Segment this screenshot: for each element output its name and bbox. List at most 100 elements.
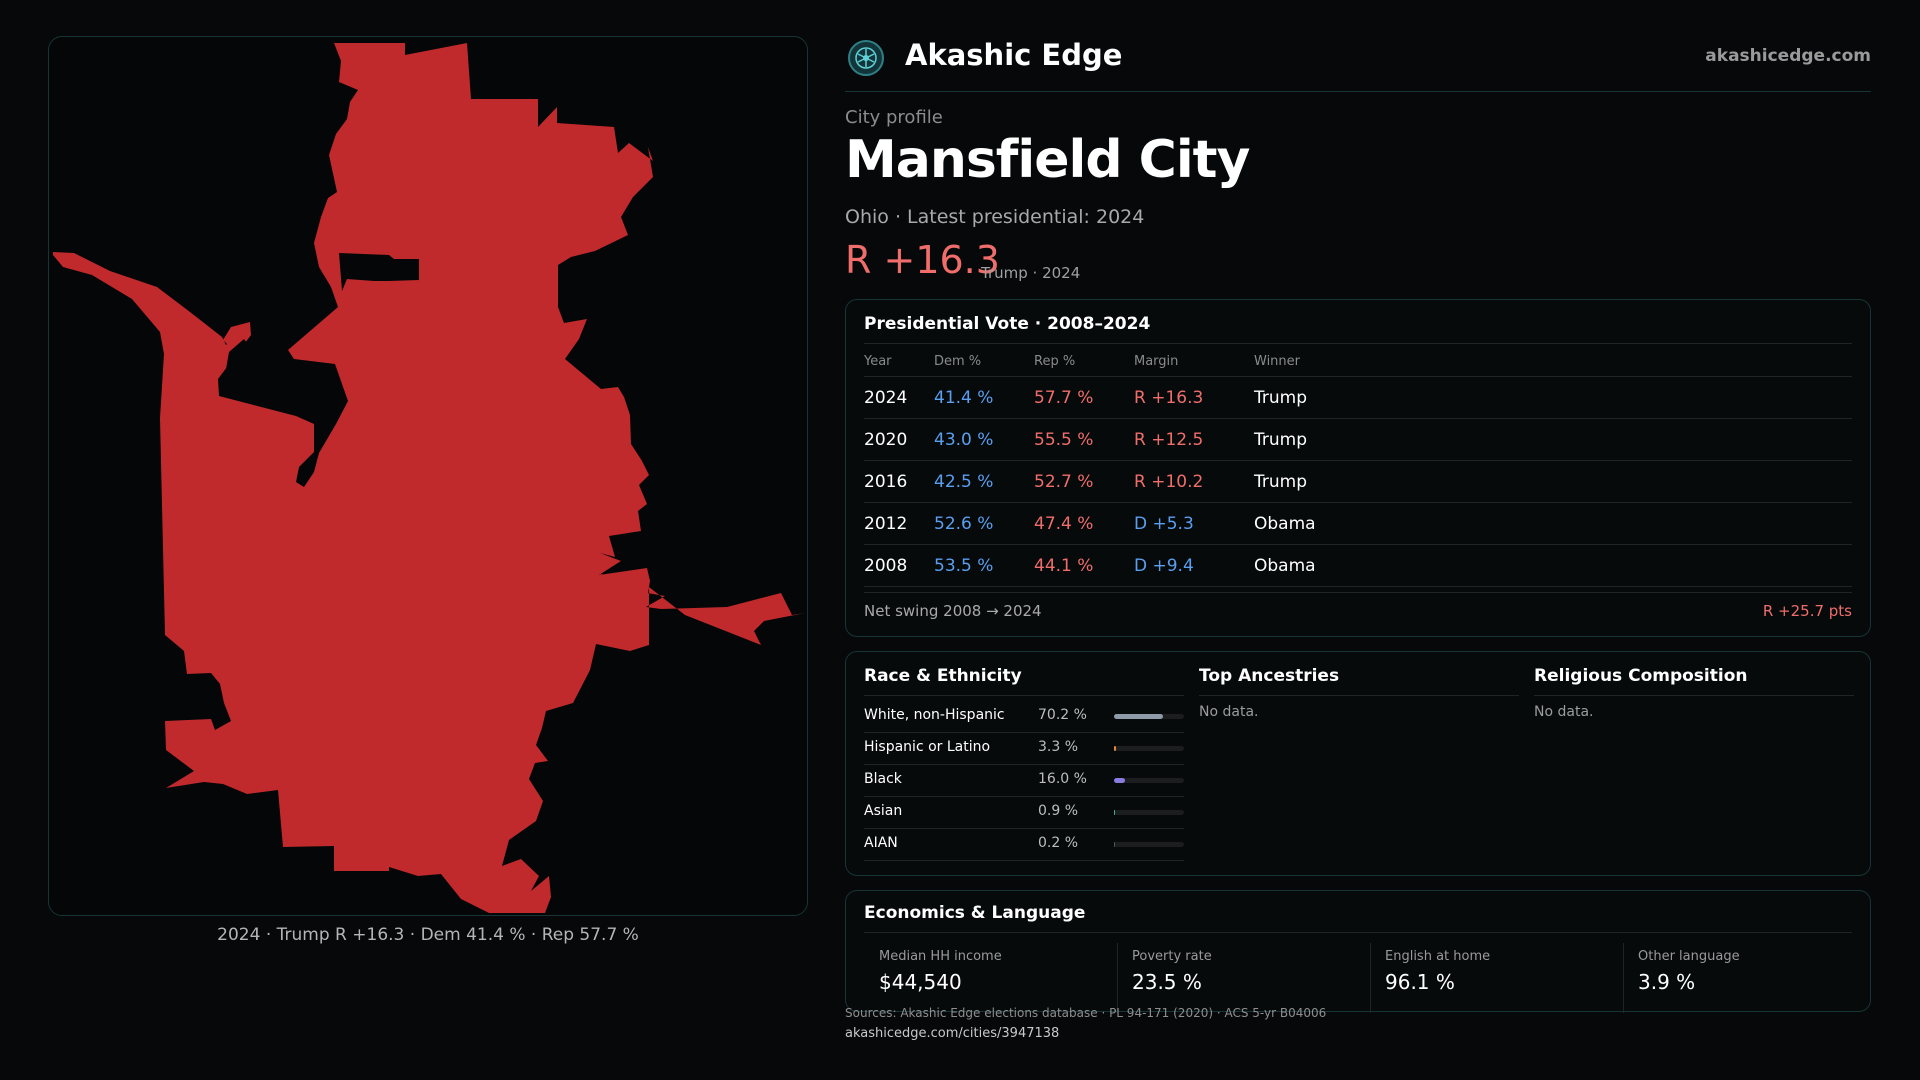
race-row-white: White, non-Hispanic 70.2 % <box>864 700 1184 733</box>
header-year: Year <box>864 354 892 369</box>
row-winner: Trump <box>1254 388 1308 408</box>
race-label: Black <box>864 771 902 787</box>
race-value: 70.2 % <box>1038 707 1087 723</box>
row-year: 2024 <box>864 388 908 408</box>
table-row: 2016 42.5 % 52.7 % R +10.2 Trump <box>864 461 1852 503</box>
row-rep: 47.4 % <box>1034 514 1094 534</box>
sources-url-link[interactable]: akashicedge.com/cities/3947138 <box>845 1026 1060 1041</box>
row-rep: 52.7 % <box>1034 472 1094 492</box>
row-year: 2016 <box>864 472 908 492</box>
row-margin: D +5.3 <box>1134 514 1194 534</box>
row-winner: Trump <box>1254 430 1308 450</box>
row-year: 2008 <box>864 556 908 576</box>
row-winner: Obama <box>1254 514 1316 534</box>
row-dem: 43.0 % <box>934 430 994 450</box>
race-row-aian: AIAN 0.2 % <box>864 828 1184 861</box>
net-swing-value: R +25.7 pts <box>1762 602 1852 620</box>
race-divider <box>864 695 1184 696</box>
map-caption: 2024 · Trump R +16.3 · Dem 41.4 % · Rep … <box>217 925 639 945</box>
race-label: Asian <box>864 803 903 819</box>
row-dem: 52.6 % <box>934 514 994 534</box>
row-year: 2012 <box>864 514 908 534</box>
row-margin: R +16.3 <box>1134 388 1204 408</box>
row-dem: 41.4 % <box>934 388 994 408</box>
race-value: 0.2 % <box>1038 835 1079 851</box>
econ-label: English at home <box>1385 949 1491 964</box>
econ-value: 3.9 % <box>1638 970 1696 994</box>
header-rep: Rep % <box>1034 354 1076 369</box>
table-row: 2020 43.0 % 55.5 % R +12.5 Trump <box>864 419 1852 461</box>
econ-value: 23.5 % <box>1132 970 1202 994</box>
row-margin: R +10.2 <box>1134 472 1204 492</box>
header-divider <box>845 91 1871 92</box>
row-rep: 44.1 % <box>1034 556 1094 576</box>
row-rep: 57.7 % <box>1034 388 1094 408</box>
race-title: Race & Ethnicity <box>864 666 1022 686</box>
header-winner: Winner <box>1254 354 1301 369</box>
vote-card-divider <box>864 343 1852 344</box>
headline-margin: R +16.3 <box>845 238 1000 282</box>
net-swing-divider <box>864 592 1852 593</box>
race-bar-fill <box>1114 778 1126 783</box>
race-value: 0.9 % <box>1038 803 1079 819</box>
demographics-card: Race & Ethnicity White, non-Hispanic 70.… <box>845 651 1871 876</box>
race-bar-track <box>1114 714 1184 719</box>
religion-empty: No data. <box>1534 704 1594 720</box>
headline-margin-note: Trump · 2024 <box>981 264 1081 282</box>
ancestries-empty: No data. <box>1199 704 1259 720</box>
econ-label: Other language <box>1638 949 1740 964</box>
race-label: Hispanic or Latino <box>864 739 991 755</box>
race-row-black: Black 16.0 % <box>864 764 1184 797</box>
header-margin: Margin <box>1134 354 1179 369</box>
vote-table: Year Dem % Rep % Margin Winner 2024 41.4… <box>864 350 1852 587</box>
race-row-hispanic: Hispanic or Latino 3.3 % <box>864 732 1184 765</box>
row-dem: 42.5 % <box>934 472 994 492</box>
page-subtitle: Ohio · Latest presidential: 2024 <box>845 206 1145 228</box>
econ-value: $44,540 <box>879 970 962 994</box>
race-value: 3.3 % <box>1038 739 1079 755</box>
race-row-asian: Asian 0.9 % <box>864 796 1184 829</box>
race-value: 16.0 % <box>1038 771 1087 787</box>
brand-name: Akashic Edge <box>905 38 1123 72</box>
race-bar-fill <box>1114 842 1116 847</box>
race-bar-fill <box>1114 810 1116 815</box>
table-row: 2012 52.6 % 47.4 % D +5.3 Obama <box>864 503 1852 545</box>
economics-card: Economics & Language Median HH income $4… <box>845 890 1871 1013</box>
row-rep: 55.5 % <box>1034 430 1094 450</box>
religion-divider <box>1534 695 1854 696</box>
econ-english-at-home: English at home 96.1 % <box>1385 949 1625 994</box>
header-dem: Dem % <box>934 354 982 369</box>
sources-note: Sources: Akashic Edge elections database… <box>845 1006 1327 1020</box>
city-boundary-shape <box>53 43 805 913</box>
race-label: AIAN <box>864 835 898 851</box>
row-margin: R +12.5 <box>1134 430 1204 450</box>
race-label: White, non-Hispanic <box>864 707 1005 723</box>
table-row: 2024 41.4 % 57.7 % R +16.3 Trump <box>864 377 1852 419</box>
row-dem: 53.5 % <box>934 556 994 576</box>
race-bar-track <box>1114 810 1184 815</box>
race-bar-track <box>1114 778 1184 783</box>
page-title: Mansfield City <box>845 130 1250 190</box>
row-year: 2020 <box>864 430 908 450</box>
race-bar-fill <box>1114 714 1164 719</box>
econ-median-income: Median HH income $44,540 <box>879 949 1119 994</box>
net-swing-label: Net swing 2008 → 2024 <box>864 602 1042 620</box>
presidential-vote-card: Presidential Vote · 2008–2024 Year Dem %… <box>845 299 1871 637</box>
row-winner: Trump <box>1254 472 1308 492</box>
page-eyebrow: City profile <box>845 107 943 128</box>
city-boundary-map[interactable] <box>48 36 808 916</box>
ancestries-title: Top Ancestries <box>1199 666 1340 686</box>
table-row: 2008 53.5 % 44.1 % D +9.4 Obama <box>864 545 1852 587</box>
brand-url-link[interactable]: akashicedge.com <box>1705 46 1871 66</box>
vote-table-header: Year Dem % Rep % Margin Winner <box>864 350 1852 377</box>
econ-label: Poverty rate <box>1132 949 1212 964</box>
econ-label: Median HH income <box>879 949 1002 964</box>
econ-value: 96.1 % <box>1385 970 1455 994</box>
ancestries-divider <box>1199 695 1519 696</box>
religion-title: Religious Composition <box>1534 666 1748 686</box>
economics-title: Economics & Language <box>864 903 1086 923</box>
race-bar-track <box>1114 746 1184 751</box>
econ-column-divider <box>1623 943 1624 1013</box>
row-winner: Obama <box>1254 556 1316 576</box>
row-margin: D +9.4 <box>1134 556 1194 576</box>
